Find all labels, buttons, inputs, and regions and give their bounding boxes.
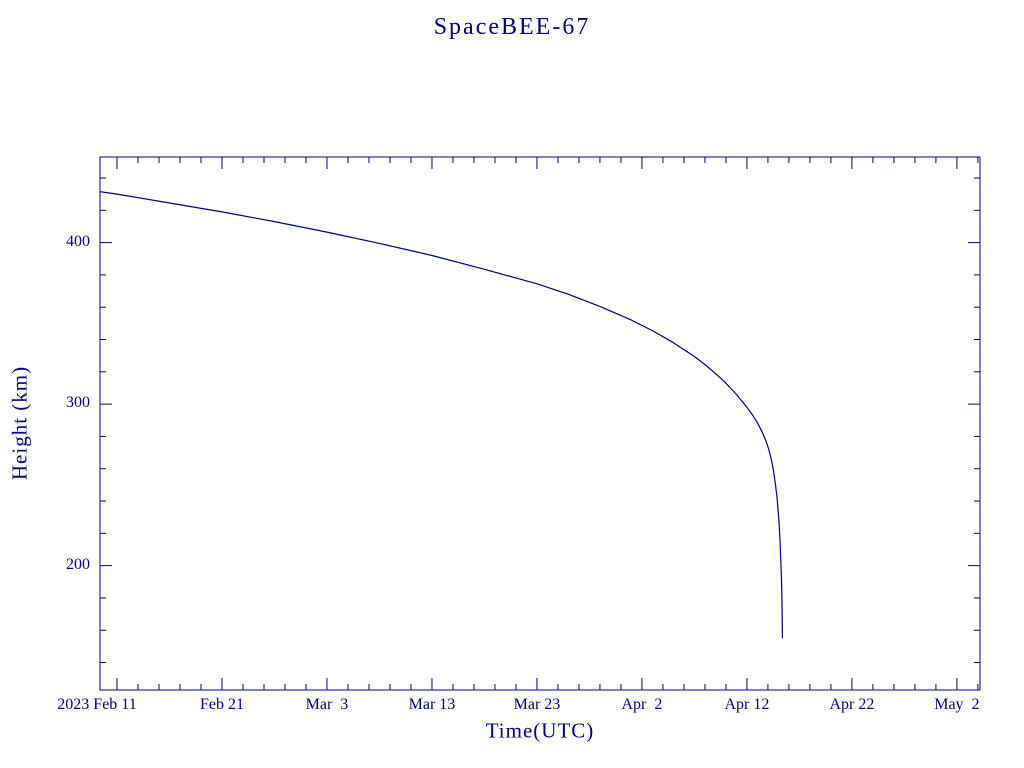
x-tick-label: Apr 22	[829, 696, 875, 713]
x-tick-label: Mar 13	[408, 696, 456, 713]
plot-frame	[99, 156, 981, 691]
x-tick-label: May 2	[934, 696, 980, 713]
decay-curve	[100, 191, 783, 639]
y-tick-label: 200	[66, 555, 90, 573]
y-tick-label: 300	[66, 394, 90, 412]
y-tick-label: 400	[66, 232, 90, 250]
x-tick-label: Mar 23	[513, 696, 561, 713]
x-axis-label: Time(UTC)	[485, 718, 595, 743]
x-tick-label: Feb 21	[199, 696, 244, 713]
x-tick-label: Mar 3	[305, 696, 349, 713]
x-tick-label: Apr 2	[621, 696, 663, 713]
x-tick-label: Apr 12	[724, 696, 770, 713]
x-tick-label: 2023 Feb 11	[57, 696, 137, 713]
chart-title: SpaceBEE-67	[433, 14, 591, 40]
